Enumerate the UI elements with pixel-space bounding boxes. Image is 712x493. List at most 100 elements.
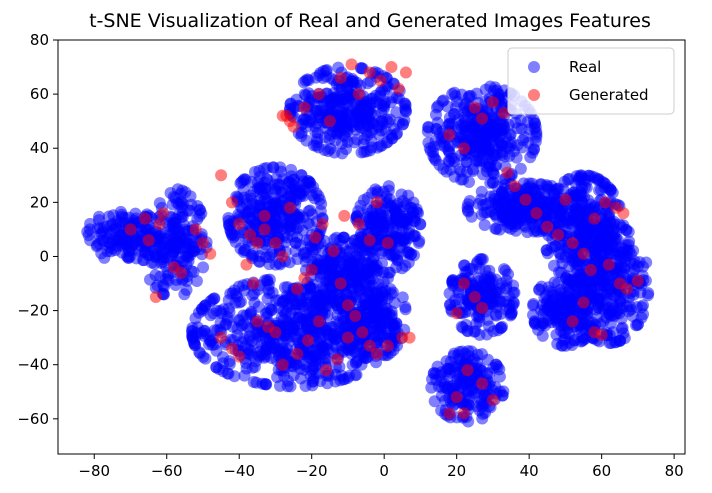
- real-point: [351, 108, 364, 121]
- real-point: [466, 164, 479, 177]
- generated-point: [595, 328, 608, 341]
- real-point: [446, 274, 459, 287]
- legend-marker-generated: [528, 89, 540, 101]
- generated-point: [327, 245, 340, 258]
- real-point: [614, 334, 627, 347]
- generated-point: [276, 109, 289, 122]
- generated-point: [381, 339, 394, 352]
- real-point: [234, 242, 247, 255]
- real-point: [328, 146, 341, 159]
- real-point: [235, 319, 248, 332]
- real-point: [277, 211, 290, 224]
- real-point: [553, 246, 566, 259]
- real-point: [423, 142, 436, 155]
- real-point: [479, 83, 492, 96]
- real-point: [315, 100, 328, 113]
- real-point: [196, 304, 209, 317]
- real-point: [93, 210, 106, 223]
- x-tick-label: 80: [665, 462, 684, 480]
- real-point: [274, 379, 287, 392]
- real-point: [217, 357, 230, 370]
- real-point: [508, 286, 521, 299]
- real-point: [292, 221, 305, 234]
- generated-point: [617, 207, 630, 220]
- real-point: [267, 223, 280, 236]
- generated-point: [251, 236, 264, 249]
- real-point: [262, 283, 275, 296]
- generated-point: [225, 196, 238, 209]
- x-tick-label: −20: [296, 462, 328, 480]
- generated-point: [291, 282, 304, 295]
- real-point: [557, 209, 570, 222]
- real-point: [358, 145, 371, 158]
- real-point: [541, 302, 554, 315]
- real-point: [169, 279, 182, 292]
- real-point: [583, 315, 596, 328]
- real-point: [186, 325, 199, 338]
- real-point: [435, 389, 448, 402]
- real-point: [511, 139, 524, 152]
- real-point: [215, 307, 228, 320]
- generated-point: [450, 307, 463, 320]
- generated-point: [345, 58, 358, 71]
- legend: Real Generated: [507, 47, 675, 115]
- real-point: [471, 356, 484, 369]
- real-point: [473, 328, 486, 341]
- real-point: [600, 206, 613, 219]
- real-point: [443, 146, 456, 159]
- real-point: [204, 295, 217, 308]
- real-point: [310, 139, 323, 152]
- generated-point: [501, 166, 514, 179]
- real-point: [524, 151, 537, 164]
- generated-point: [403, 331, 416, 344]
- real-point: [165, 250, 178, 263]
- generated-point: [323, 115, 336, 128]
- real-point: [474, 253, 487, 266]
- real-point: [252, 330, 265, 343]
- real-point: [358, 268, 371, 281]
- generated-point: [566, 236, 579, 249]
- real-point: [368, 211, 381, 224]
- generated-point: [370, 196, 383, 209]
- real-point: [440, 165, 453, 178]
- real-point: [514, 114, 527, 127]
- real-point: [343, 245, 356, 258]
- real-point: [604, 184, 617, 197]
- generated-point: [291, 347, 304, 360]
- real-point: [428, 152, 441, 165]
- generated-point: [215, 331, 228, 344]
- real-point: [299, 379, 312, 392]
- real-point: [527, 113, 540, 126]
- real-point: [595, 183, 608, 196]
- real-point: [260, 350, 273, 363]
- generated-point: [541, 220, 554, 233]
- real-point: [193, 209, 206, 222]
- real-point: [528, 220, 541, 233]
- real-point: [399, 259, 412, 272]
- real-point: [623, 235, 636, 248]
- generated-point: [457, 277, 470, 290]
- real-point: [314, 328, 327, 341]
- real-point: [308, 192, 321, 205]
- generated-point: [215, 169, 228, 182]
- real-point: [357, 194, 370, 207]
- real-point: [263, 302, 276, 315]
- generated-point: [334, 71, 347, 84]
- real-point: [604, 283, 617, 296]
- y-tick-label: 40: [30, 139, 49, 157]
- real-point: [250, 376, 263, 389]
- real-point: [591, 301, 604, 314]
- real-point: [642, 287, 655, 300]
- real-point: [306, 353, 319, 366]
- real-point: [483, 367, 496, 380]
- real-point: [244, 307, 257, 320]
- generated-point: [370, 347, 383, 360]
- generated-point: [233, 218, 246, 230]
- generated-point: [312, 88, 325, 101]
- real-point: [490, 222, 503, 235]
- y-tick-label: 60: [30, 85, 49, 103]
- real-point: [260, 339, 273, 352]
- x-tick-label: −80: [78, 462, 110, 480]
- real-point: [622, 225, 635, 238]
- real-point: [274, 161, 287, 174]
